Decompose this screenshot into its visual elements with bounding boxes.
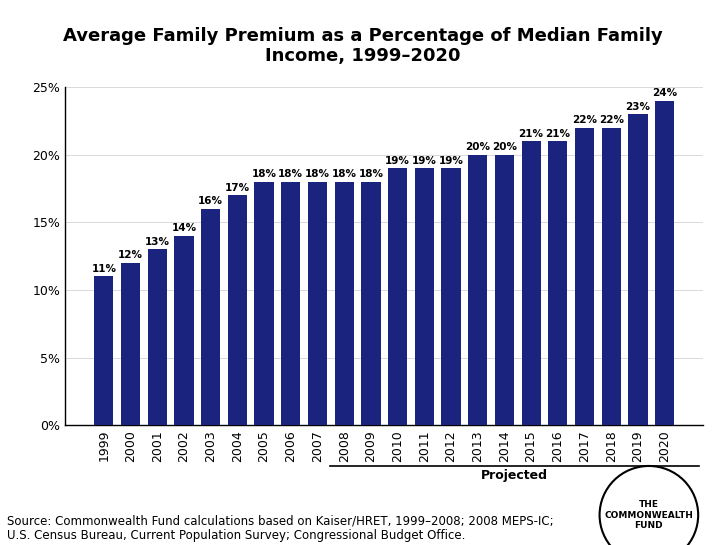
Bar xyxy=(174,236,194,425)
Bar xyxy=(121,263,140,425)
Text: 21%: 21% xyxy=(545,129,571,138)
Bar xyxy=(254,182,274,425)
Text: THE
COMMONWEALTH
FUND: THE COMMONWEALTH FUND xyxy=(605,500,693,530)
Bar xyxy=(575,128,594,425)
Text: 23%: 23% xyxy=(626,101,650,112)
Bar xyxy=(548,141,568,425)
Bar xyxy=(334,182,354,425)
Bar xyxy=(415,168,434,425)
Bar xyxy=(148,250,167,425)
Text: Average Family Premium as a Percentage of Median Family
Income, 1999–2020: Average Family Premium as a Percentage o… xyxy=(62,27,663,65)
Text: 18%: 18% xyxy=(305,169,330,179)
Bar xyxy=(494,155,514,425)
Text: 22%: 22% xyxy=(572,115,597,125)
Text: 12%: 12% xyxy=(118,250,143,260)
Text: 14%: 14% xyxy=(171,223,196,233)
Text: 16%: 16% xyxy=(198,196,223,206)
Bar xyxy=(388,168,407,425)
Text: 18%: 18% xyxy=(278,169,303,179)
Text: 18%: 18% xyxy=(252,169,276,179)
Bar xyxy=(201,209,220,425)
Bar xyxy=(308,182,327,425)
Text: 17%: 17% xyxy=(225,183,250,192)
Text: 13%: 13% xyxy=(145,237,170,247)
Text: 19%: 19% xyxy=(412,155,436,166)
Bar xyxy=(655,101,674,425)
Text: 19%: 19% xyxy=(439,155,463,166)
Bar xyxy=(361,182,381,425)
Text: 20%: 20% xyxy=(465,142,490,152)
Bar xyxy=(442,168,460,425)
Bar xyxy=(629,114,647,425)
Bar xyxy=(94,276,114,425)
Text: 19%: 19% xyxy=(385,155,410,166)
Bar xyxy=(521,141,541,425)
Text: 18%: 18% xyxy=(332,169,357,179)
Bar xyxy=(602,128,621,425)
Text: 24%: 24% xyxy=(652,88,677,98)
Text: 20%: 20% xyxy=(492,142,517,152)
Bar xyxy=(228,195,247,425)
Text: 22%: 22% xyxy=(599,115,624,125)
Text: Source: Commonwealth Fund calculations based on Kaiser/HRET, 1999–2008; 2008 MEP: Source: Commonwealth Fund calculations b… xyxy=(7,514,554,542)
Text: 18%: 18% xyxy=(358,169,384,179)
Text: 11%: 11% xyxy=(91,264,117,274)
Text: 21%: 21% xyxy=(518,129,544,138)
Text: Projected: Projected xyxy=(481,469,548,482)
Bar xyxy=(468,155,487,425)
Bar xyxy=(281,182,300,425)
